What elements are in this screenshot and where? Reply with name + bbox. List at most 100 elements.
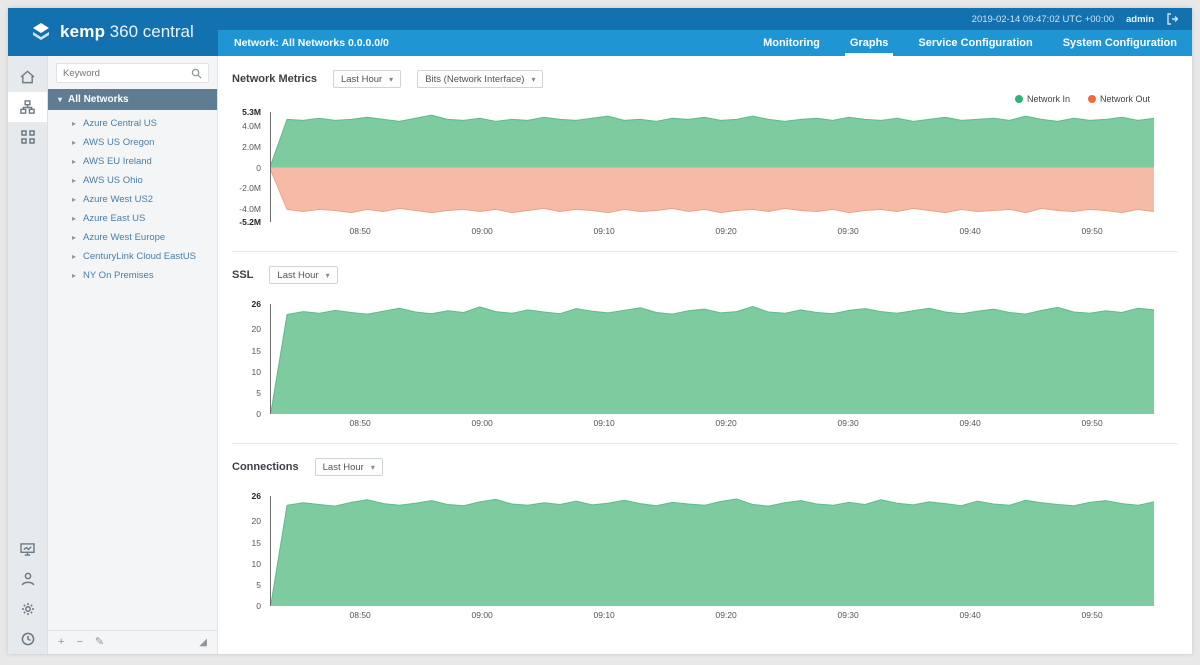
search-icon[interactable]: [191, 68, 202, 79]
tree-item-network[interactable]: ▸ NY On Premises: [72, 270, 154, 281]
chevron-down-icon: ▾: [325, 270, 330, 280]
chevron-right-icon: ▸: [72, 195, 77, 204]
tree-search: [56, 63, 209, 83]
header-right: 2019-02-14 09:47:02 UTC +00:00 admin Net…: [218, 8, 1192, 56]
app-window: kemp 360 central 2019-02-14 09:47:02 UTC…: [8, 8, 1192, 654]
tree-item-all-networks[interactable]: ▾ All Networks: [48, 89, 217, 110]
series-area: [271, 115, 1154, 168]
chevron-right-icon: ▸: [72, 176, 77, 185]
x-tick-label: 09:30: [837, 226, 859, 236]
x-tick-label: 09:00: [471, 226, 493, 236]
x-tick-label: 09:00: [471, 418, 493, 428]
time-range-dropdown[interactable]: Last Hour ▾: [332, 70, 402, 88]
tree-item-network[interactable]: ▸ Azure East US: [72, 213, 146, 224]
nav-item-system-configuration[interactable]: System Configuration: [1062, 37, 1177, 49]
app-body: ▾ All Networks ▸Azure Central US ▸AWS US…: [8, 56, 1192, 654]
logout-icon: [1167, 13, 1178, 25]
chart-ssl: 26 20 15 10 5 0 08:50 09:00 09:10 09:20 09:30 09:4…: [252, 299, 1154, 431]
y-tick-label: 0: [256, 409, 261, 419]
plot-area: [270, 496, 1154, 606]
reports-icon: [20, 542, 35, 556]
nav-bar: Network: All Networks 0.0.0.0/0 Monitori…: [218, 30, 1192, 56]
tree-toolbar: + − ✎ ◢: [48, 630, 217, 654]
tree-item-network[interactable]: ▸ Azure West Europe: [72, 232, 166, 243]
tree-item-network[interactable]: ▸ AWS US Oregon: [72, 137, 155, 148]
section-header: SSL Last Hour ▾: [232, 264, 1178, 286]
gear-icon: [21, 603, 34, 615]
users-nav-button[interactable]: [8, 564, 47, 594]
y-tick-label: 10: [251, 558, 261, 569]
section-network-metrics: Network Metrics Last Hour ▾ Bits (Networ…: [232, 56, 1178, 239]
x-tick-label: 09:10: [593, 226, 615, 236]
legend-network-out: Network Out: [1087, 94, 1150, 104]
x-tick-label: 08:50: [349, 226, 371, 236]
icon-rail: [8, 56, 48, 654]
app-logo: kemp 360 central: [8, 8, 218, 56]
network-tree-nav-button[interactable]: [8, 92, 47, 122]
chevron-right-icon: ▸: [72, 252, 77, 261]
x-tick-label: 09:20: [715, 610, 737, 620]
time-range-dropdown[interactable]: Last Hour ▾: [269, 266, 338, 284]
user-menu[interactable]: admin: [1126, 13, 1154, 25]
chevron-down-icon: ▾: [58, 95, 63, 104]
tree-item-network[interactable]: ▸ Azure Central US: [72, 118, 157, 129]
rail-spacer: [8, 152, 47, 534]
y-tick-label: 2.0M: [242, 141, 261, 152]
area-chart: [271, 112, 1154, 222]
section-header: Connections Last Hour ▾: [232, 456, 1178, 478]
edit-icon[interactable]: ✎: [94, 636, 105, 648]
main-nav: Monitoring Graphs Service Configuration …: [748, 30, 1192, 56]
time-range-dropdown[interactable]: Last Hour ▾: [314, 458, 383, 476]
chart-network-metrics: 5.3M 4.0M 2.0M 0 -2.0M -4.0M -5.2M 08:50 09:00 0…: [239, 107, 1154, 239]
y-tick-label: 5.3M: [242, 107, 261, 117]
x-tick-label: 08:50: [349, 418, 371, 428]
chart-connections: 26 20 15 10 5 0 08:50 09:00 09:10 09:20 09:30 09:4…: [252, 491, 1154, 623]
logout-button[interactable]: [1166, 13, 1178, 25]
section-title: Network Metrics: [232, 73, 317, 85]
nav-item-graphs[interactable]: Graphs: [835, 30, 904, 56]
chart-legend: Network In Network Out: [232, 90, 1178, 108]
resize-handle-icon[interactable]: ◢: [199, 637, 207, 648]
tree-spacer: [48, 285, 217, 630]
nav-item-service-configuration[interactable]: Service Configuration: [918, 37, 1033, 49]
area-chart: [271, 496, 1154, 606]
x-tick-label: 09:20: [715, 226, 737, 236]
chevron-down-icon: ▾: [531, 74, 536, 84]
y-tick-label: 20: [251, 324, 261, 335]
tree-item-network[interactable]: ▸ AWS EU Ireland: [72, 156, 152, 167]
y-tick-label: 20: [251, 516, 261, 527]
clock-icon: [21, 632, 34, 646]
tree-item-network[interactable]: ▸ AWS US Ohio: [72, 175, 143, 186]
tree-item-network[interactable]: ▸ CenturyLink Cloud EastUS: [72, 251, 197, 262]
settings-nav-button[interactable]: [8, 594, 47, 624]
network-tree-panel: ▾ All Networks ▸Azure Central US ▸AWS US…: [48, 56, 218, 654]
home-nav-button[interactable]: [8, 62, 47, 92]
history-nav-button[interactable]: [8, 624, 47, 654]
section-title: Connections: [232, 461, 299, 473]
y-axis: 26 20 15 10 5 0: [232, 491, 266, 611]
y-tick-label: 26: [251, 299, 261, 309]
x-tick-label: 09:40: [959, 418, 981, 428]
brand-name: kemp: [60, 22, 106, 41]
metric-dropdown[interactable]: Bits (Network Interface) ▾: [417, 70, 544, 88]
apps-grid-nav-button[interactable]: [8, 122, 47, 152]
x-tick-label: 09:10: [593, 418, 615, 428]
y-tick-label: -5.2M: [239, 217, 261, 227]
nav-item-monitoring[interactable]: Monitoring: [763, 37, 820, 49]
x-axis: 08:50 09:00 09:10 09:20 09:30 09:40 09:50: [270, 606, 1154, 623]
tree-item-network[interactable]: ▸ Azure West US2: [72, 194, 154, 205]
chevron-right-icon: ▸: [72, 119, 77, 128]
y-tick-label: 15: [251, 537, 261, 548]
current-datetime: 2019-02-14 09:47:02 UTC +00:00: [971, 13, 1115, 25]
reports-nav-button[interactable]: [8, 534, 47, 564]
x-axis: 08:50 09:00 09:10 09:20 09:30 09:40 09:50: [270, 414, 1154, 431]
x-tick-label: 09:50: [1081, 226, 1103, 236]
y-tick-label: 0: [256, 601, 261, 611]
section-connections: Connections Last Hour ▾ 26 20 15 10 5 0 08:50…: [232, 443, 1178, 623]
x-tick-label: 09:30: [837, 610, 859, 620]
minus-icon[interactable]: −: [76, 636, 83, 648]
brand-suffix: 360 central: [109, 22, 194, 41]
search-input[interactable]: [63, 67, 191, 79]
add-icon[interactable]: +: [58, 636, 65, 648]
chevron-right-icon: ▸: [72, 138, 77, 147]
